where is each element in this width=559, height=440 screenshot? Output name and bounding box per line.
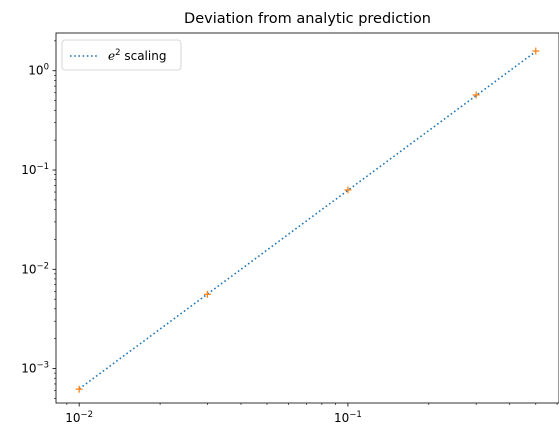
y-tick-label: 10−2 [21, 261, 49, 276]
legend-label: e2 scaling [108, 48, 166, 63]
data-point-marker [344, 186, 352, 194]
plot-area [56, 33, 559, 403]
y-tick-label: 10−3 [21, 361, 49, 376]
series-layer [75, 47, 540, 393]
data-point-marker [472, 91, 480, 99]
data-point-marker [532, 47, 540, 55]
data-point-marker [203, 290, 211, 298]
legend: e2 scaling [61, 39, 182, 71]
x-tick-label: 10−2 [65, 410, 93, 425]
chart-title: Deviation from analytic prediction [184, 11, 431, 27]
data-point-marker [75, 385, 83, 393]
y-tick-label: 100 [28, 63, 49, 78]
x-tick-label: 10−1 [334, 410, 362, 425]
ticks-layer: 10−2 10−1 10−3 10−2 10−1 100 [21, 40, 558, 425]
y-tick-label: 10−1 [21, 162, 49, 177]
legend-box [61, 39, 182, 71]
plot-frame [55, 32, 559, 404]
